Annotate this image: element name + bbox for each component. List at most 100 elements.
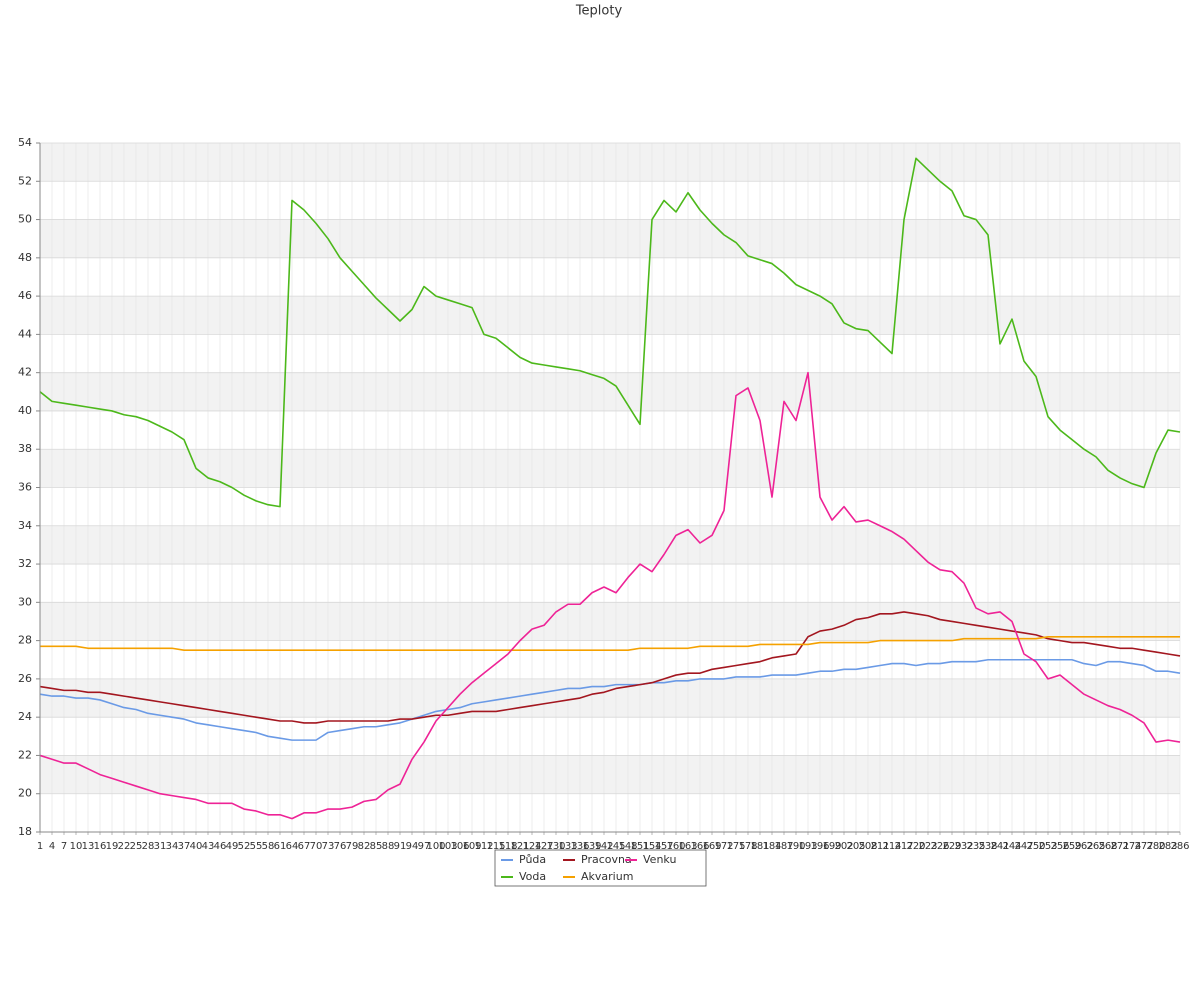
x-tick-label: 64: [286, 841, 299, 852]
x-tick-label: 187: [774, 841, 793, 852]
y-tick-label: 48: [18, 251, 32, 264]
legend-label: Pracovna: [581, 853, 632, 866]
x-tick-label: 40: [190, 841, 203, 852]
x-tick-label: 283: [1158, 841, 1177, 852]
series-line: [39, 658, 1181, 741]
x-tick-label: 199: [822, 841, 841, 852]
x-tick-label: 259: [1062, 841, 1081, 852]
x-tick-label: 4: [49, 841, 55, 852]
x-tick-label: 154: [642, 841, 661, 852]
series-line: [39, 611, 1181, 724]
x-tick-label: 286: [1170, 841, 1189, 852]
x-tick-label: 265: [1086, 841, 1105, 852]
x-tick-label: 37: [178, 841, 191, 852]
x-tick-label: 238: [978, 841, 997, 852]
x-tick-label: 208: [858, 841, 877, 852]
x-tick-label: 124: [522, 841, 541, 852]
plot-band: [40, 525, 1180, 565]
x-tick-label: 256: [1050, 841, 1069, 852]
legend-label: Venku: [643, 853, 676, 866]
x-tick-label: 82: [358, 841, 371, 852]
x-tick-label: 130: [546, 841, 565, 852]
x-tick-label: 250: [1026, 841, 1045, 852]
x-tick-label: 169: [702, 841, 721, 852]
x-tick-label: 217: [894, 841, 913, 852]
x-tick-label: 142: [594, 841, 613, 852]
x-tick-label: 31: [154, 841, 167, 852]
x-tick-label: 136: [570, 841, 589, 852]
x-tick-label: 223: [918, 841, 937, 852]
x-tick-label: 13: [82, 841, 95, 852]
x-tick-label: 43: [202, 841, 215, 852]
y-tick-label: 20: [18, 787, 32, 800]
grid: [39, 142, 1181, 833]
legend-label: Akvarium: [581, 870, 633, 883]
x-tick-label: 121: [510, 841, 529, 852]
x-tick-label: 94: [406, 841, 419, 852]
x-tick-label: 226: [930, 841, 949, 852]
x-tick-label: 70: [310, 841, 323, 852]
y-tick-label: 28: [18, 634, 32, 647]
x-tick-label: 46: [214, 841, 227, 852]
y-tick-label: 34: [18, 519, 32, 532]
x-tick-label: 190: [786, 841, 805, 852]
x-tick-label: 76: [334, 841, 347, 852]
x-tick-label: 91: [394, 841, 407, 852]
x-tick-label: 133: [558, 841, 577, 852]
x-tick-label: 262: [1074, 841, 1093, 852]
x-tick-label: 280: [1146, 841, 1165, 852]
lines: [39, 157, 1181, 820]
plot-bands: [40, 143, 1180, 794]
x-tick-label: 109: [462, 841, 481, 852]
plot-band: [40, 449, 1180, 488]
x-tick-label: 244: [1002, 841, 1021, 852]
x-tick-label: 181: [750, 841, 769, 852]
x-tick-label: 118: [498, 841, 517, 852]
x-tick-label: 79: [346, 841, 359, 852]
plot-band: [40, 219, 1180, 258]
x-tick-label: 151: [630, 841, 649, 852]
x-tick-label: 268: [1098, 841, 1117, 852]
x-tick-label: 229: [942, 841, 961, 852]
x-tick-label: 241: [990, 841, 1009, 852]
x-tick-label: 16: [94, 841, 107, 852]
x-tick-label: 193: [798, 841, 817, 852]
x-tick-label: 232: [954, 841, 973, 852]
plot-band: [40, 143, 1180, 182]
x-tick-label: 196: [810, 841, 829, 852]
legend-label: Voda: [519, 870, 546, 883]
x-tick-label: 235: [966, 841, 985, 852]
x-tick-label: 100: [426, 841, 445, 852]
y-tick-label: 24: [18, 710, 32, 723]
plot-band: [40, 678, 1180, 718]
y-tick-label: 22: [18, 748, 32, 761]
x-tick-label: 112: [474, 841, 493, 852]
x-tick-label: 61: [274, 841, 287, 852]
y-tick-label: 50: [18, 213, 32, 226]
y-tick-label: 36: [18, 481, 32, 494]
y-tick-label: 46: [18, 289, 32, 302]
x-tick-label: 211: [870, 841, 889, 852]
y-tick-label: 26: [18, 672, 32, 685]
y-tick-label: 42: [18, 366, 32, 379]
plot-band: [40, 755, 1180, 794]
x-tick-label: 160: [666, 841, 685, 852]
x-tick-label: 271: [1110, 841, 1129, 852]
x-tick-label: 148: [618, 841, 637, 852]
y-tick-label: 40: [18, 404, 32, 417]
x-tick-label: 127: [534, 841, 553, 852]
axes: 1 4 7 10 13 16 19 22 25 28 31 34 37 40 43 46 49 52 55 58 61 6…: [18, 136, 1190, 852]
x-tick-label: 253: [1038, 841, 1057, 852]
x-tick-label: 19: [106, 841, 119, 852]
x-tick-label: 163: [678, 841, 697, 852]
plot-band: [40, 372, 1180, 411]
x-tick-label: 178: [738, 841, 757, 852]
x-tick-label: 55: [250, 841, 263, 852]
x-tick-label: 85: [370, 841, 383, 852]
x-tick-label: 52: [238, 841, 251, 852]
x-tick-label: 277: [1134, 841, 1153, 852]
x-tick-label: 166: [690, 841, 709, 852]
y-tick-label: 30: [18, 595, 32, 608]
x-tick-label: 115: [486, 841, 505, 852]
